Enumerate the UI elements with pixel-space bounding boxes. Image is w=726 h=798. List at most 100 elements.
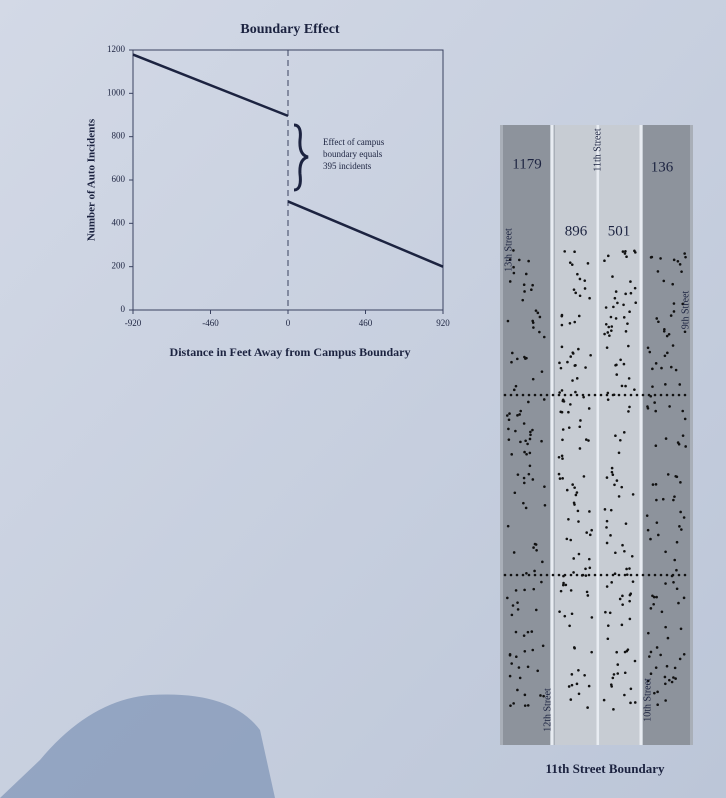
incident-dot — [650, 607, 653, 610]
x-tick-label: 460 — [359, 318, 373, 328]
incident-dot — [632, 493, 635, 496]
incident-dot — [622, 304, 625, 307]
incident-dot — [579, 419, 582, 422]
incident-dot — [607, 398, 610, 401]
incident-dot — [539, 316, 542, 319]
incident-dot — [632, 580, 635, 583]
incident-dot — [562, 428, 565, 431]
incident-dot — [670, 366, 673, 369]
incident-dot — [569, 403, 572, 406]
incident-dot — [552, 394, 555, 397]
incident-dot — [591, 616, 594, 619]
incident-dot — [566, 361, 569, 364]
incident-dot — [606, 542, 609, 545]
incident-dot — [578, 692, 581, 695]
incident-dot — [509, 675, 512, 678]
incident-dot — [684, 394, 687, 397]
incident-dot — [532, 478, 535, 481]
incident-dot — [623, 363, 626, 366]
incident-dot — [679, 658, 682, 661]
incident-dot — [565, 584, 568, 587]
incident-dot — [614, 551, 617, 554]
incident-dot — [668, 405, 671, 408]
incident-dot — [650, 672, 653, 675]
incident-dot — [558, 391, 561, 394]
incident-dot — [618, 394, 621, 397]
incident-dot — [570, 394, 573, 397]
incident-dot — [529, 438, 532, 441]
incident-dot — [509, 280, 512, 283]
incident-dot — [588, 297, 591, 300]
incident-dot — [624, 394, 627, 397]
incident-dot — [620, 486, 623, 489]
incident-dot — [515, 655, 518, 658]
incident-dot — [655, 317, 658, 320]
incident-dot — [561, 454, 564, 457]
incident-dot — [571, 612, 574, 615]
incident-dot — [629, 280, 632, 283]
incident-dot — [536, 669, 539, 672]
incident-dot — [515, 589, 518, 592]
incident-dot — [571, 379, 574, 382]
incident-dot — [678, 574, 681, 577]
incident-dot — [625, 568, 628, 571]
incident-dot — [605, 526, 608, 529]
incident-dot — [574, 292, 577, 295]
incident-dot — [672, 581, 675, 584]
street-label: 13th Street — [503, 228, 514, 272]
incident-dot — [512, 604, 515, 607]
incident-dot — [569, 322, 572, 325]
incident-dot — [666, 352, 669, 355]
incident-dot — [575, 494, 578, 497]
incident-dot — [642, 574, 645, 577]
incident-dot — [679, 511, 682, 514]
incident-dot — [628, 406, 631, 409]
incident-dot — [523, 477, 526, 480]
incident-dot — [525, 273, 528, 276]
incident-dot — [515, 385, 518, 388]
incident-dot — [589, 534, 592, 537]
incident-dot — [537, 312, 540, 315]
incident-dot — [619, 439, 622, 442]
incident-dot — [667, 473, 670, 476]
incident-dot — [534, 574, 537, 577]
map-title: 11th Street Boundary — [546, 761, 665, 776]
incident-dot — [675, 569, 678, 572]
incident-dot — [516, 414, 519, 417]
incident-dot — [569, 261, 572, 264]
y-tick-label: 1200 — [107, 44, 126, 54]
incident-dot — [672, 676, 675, 679]
incident-dot — [680, 528, 683, 531]
incident-dot — [605, 323, 608, 326]
incident-dot — [584, 287, 587, 290]
incident-dot — [508, 418, 511, 421]
incident-dot — [672, 344, 675, 347]
incident-dot — [552, 574, 555, 577]
incident-dot — [615, 317, 618, 320]
strip-count: 1179 — [512, 156, 541, 172]
incident-dot — [618, 574, 621, 577]
incident-dot — [527, 665, 530, 668]
incident-dot — [583, 475, 586, 478]
street-label: 10th Street — [642, 678, 653, 722]
incident-dot — [623, 431, 626, 434]
incident-dot — [661, 610, 664, 613]
incident-dot — [663, 330, 666, 333]
incident-dot — [606, 346, 609, 349]
incident-dot — [655, 666, 658, 669]
incident-dot — [516, 394, 519, 397]
incident-dot — [626, 322, 629, 325]
incident-dot — [612, 306, 615, 309]
incident-dot — [615, 651, 618, 654]
incident-dot — [540, 574, 543, 577]
incident-dot — [609, 534, 612, 537]
incident-dot — [578, 553, 581, 556]
x-axis-label: Distance in Feet Away from Campus Bounda… — [170, 345, 411, 359]
incident-dot — [662, 280, 665, 283]
incident-dot — [666, 665, 669, 668]
incident-dot — [577, 669, 580, 672]
incident-dot — [587, 262, 590, 265]
incident-dot — [674, 475, 677, 478]
incident-dot — [563, 615, 566, 618]
incident-dot — [625, 522, 628, 525]
